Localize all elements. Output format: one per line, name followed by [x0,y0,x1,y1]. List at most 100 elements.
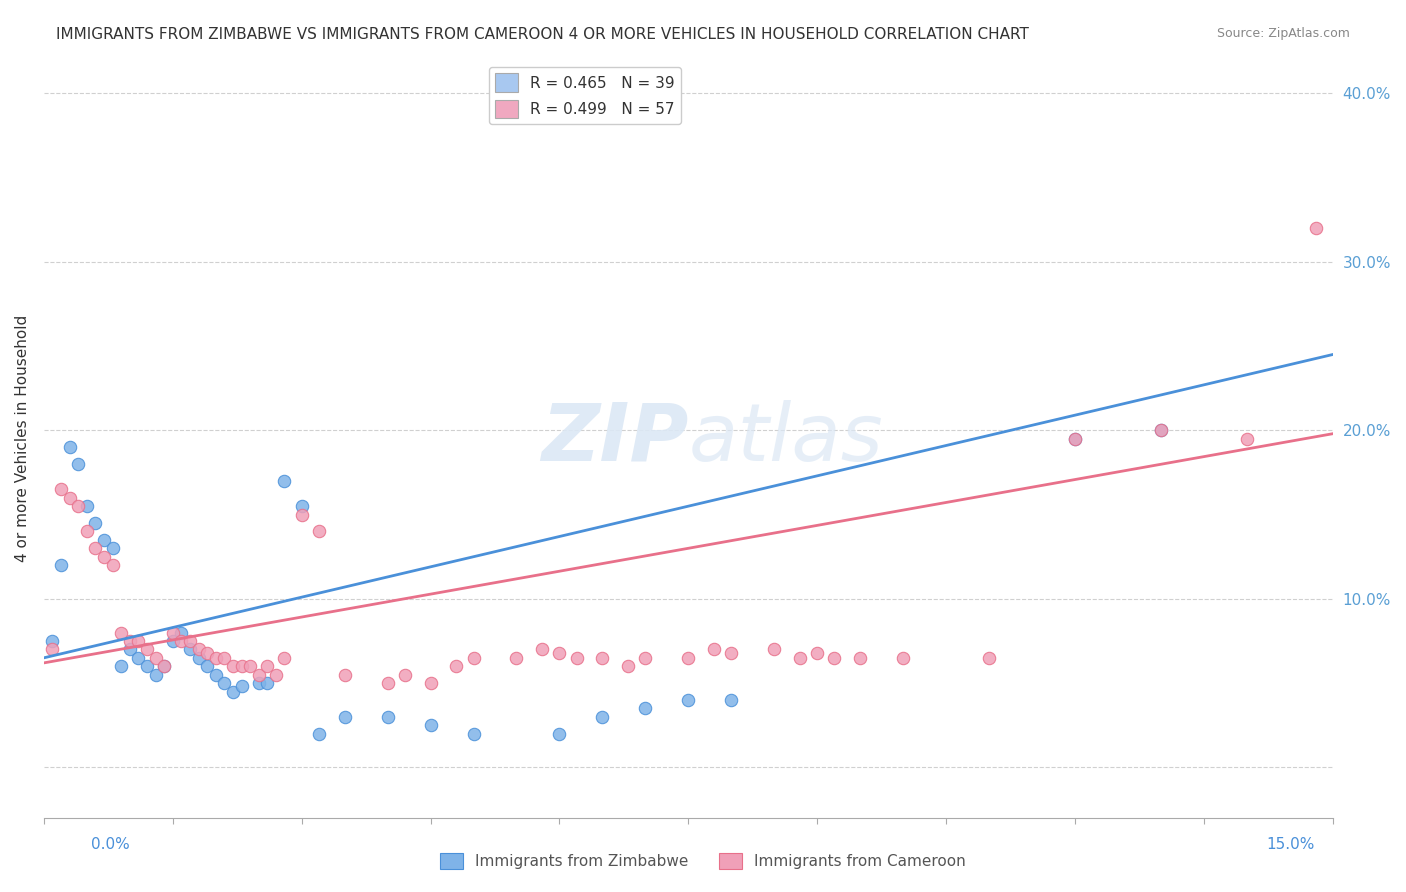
Text: 15.0%: 15.0% [1267,837,1315,852]
Point [204,667,226,681]
Point [273,650,295,665]
Point [377,676,399,690]
Point [49,558,72,573]
Point [273,474,295,488]
Point [195,659,218,673]
Point [720,693,742,707]
Point [84,516,107,530]
Point [806,646,828,660]
Point [110,625,132,640]
Point [720,646,742,660]
Point [678,693,700,707]
Point [256,676,278,690]
Point [1150,423,1173,437]
Point [463,726,485,740]
Point [333,710,356,724]
Point [1305,221,1327,235]
Legend: R = 0.465   N = 39, R = 0.499   N = 57: R = 0.465 N = 39, R = 0.499 N = 57 [489,67,682,124]
Point [118,642,141,657]
Point [170,625,193,640]
Point [308,524,330,539]
Point [153,659,176,673]
Point [591,650,613,665]
Point [84,541,107,556]
Text: ZIP: ZIP [541,400,689,478]
Point [763,642,786,657]
Point [231,680,253,694]
Point [76,524,98,539]
Point [214,650,236,665]
Point [110,659,132,673]
Point [531,642,554,657]
Point [67,457,90,471]
Point [239,659,262,673]
Point [179,634,201,648]
Point [101,541,124,556]
Point [222,659,245,673]
Point [291,499,314,513]
Point [977,650,1000,665]
Point [789,650,811,665]
Point [231,659,253,673]
Point [634,650,657,665]
Point [145,650,167,665]
Point [101,558,124,573]
Point [291,508,314,522]
Point [204,650,226,665]
Point [214,676,236,690]
Point [49,483,72,497]
Point [1150,423,1173,437]
Point [565,650,588,665]
Point [849,650,872,665]
Point [548,726,571,740]
Point [59,491,82,505]
Point [333,667,356,681]
Point [703,642,725,657]
Point [179,642,201,657]
Point [162,625,184,640]
Point [634,701,657,715]
Point [187,642,209,657]
Point [67,499,90,513]
Point [446,659,468,673]
Text: IMMIGRANTS FROM ZIMBABWE VS IMMIGRANTS FROM CAMEROON 4 OR MORE VEHICLES IN HOUSE: IMMIGRANTS FROM ZIMBABWE VS IMMIGRANTS F… [56,27,1029,42]
Point [170,634,193,648]
Point [617,659,640,673]
Point [264,667,287,681]
Y-axis label: 4 or more Vehicles in Household: 4 or more Vehicles in Household [15,315,30,562]
Point [678,650,700,665]
Point [256,659,278,673]
Point [145,667,167,681]
Point [891,650,914,665]
Point [162,634,184,648]
Point [136,642,159,657]
Point [308,726,330,740]
Point [127,650,149,665]
Point [41,642,63,657]
Point [1236,432,1258,446]
Point [136,659,159,673]
Point [41,634,63,648]
Point [505,650,527,665]
Point [222,684,245,698]
Point [823,650,845,665]
Point [153,659,176,673]
Legend: Immigrants from Zimbabwe, Immigrants from Cameroon: Immigrants from Zimbabwe, Immigrants fro… [434,847,972,875]
Point [394,667,416,681]
Point [591,710,613,724]
Point [419,676,441,690]
Text: 0.0%: 0.0% [91,837,131,852]
Point [59,440,82,454]
Point [247,676,270,690]
Point [463,650,485,665]
Point [127,634,149,648]
Text: Source: ZipAtlas.com: Source: ZipAtlas.com [1216,27,1350,40]
Point [419,718,441,732]
Point [187,650,209,665]
Point [93,549,115,564]
Point [377,710,399,724]
Point [76,499,98,513]
Point [195,646,218,660]
Point [118,634,141,648]
Point [548,646,571,660]
